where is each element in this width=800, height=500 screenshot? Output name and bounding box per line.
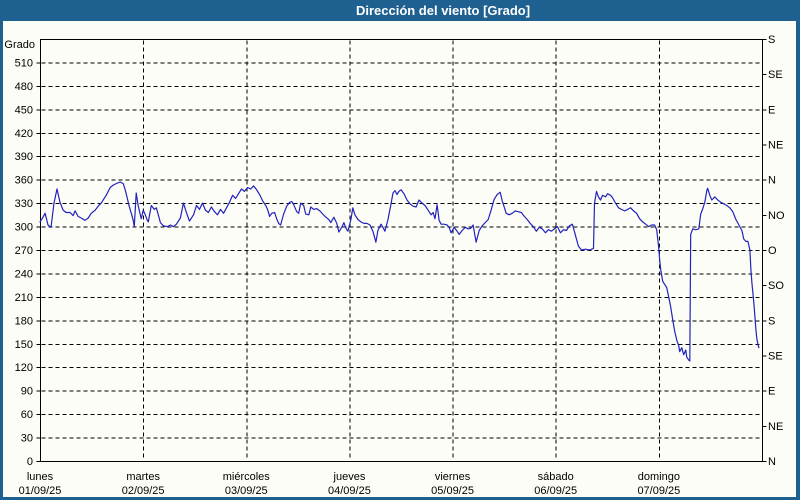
left-axis-label: 480	[15, 81, 33, 93]
axes	[36, 39, 767, 462]
right-axis-label: S	[768, 315, 775, 327]
x-axis-day-name: lunes	[27, 471, 54, 483]
right-axis-label: NO	[768, 210, 785, 222]
x-axis-day-date: 01/09/25	[19, 485, 62, 497]
window-titlebar: Dirección del viento [Grado]	[0, 0, 800, 21]
right-axis-label: SO	[768, 280, 784, 292]
left-axis-label: 420	[15, 128, 33, 140]
window-title: Dirección del viento [Grado]	[355, 3, 531, 18]
left-axis-label: 300	[15, 222, 33, 234]
axis-labels: Grado 0 30 60 90 120 150 180 210 240 270 300 330 360 3…	[4, 34, 785, 497]
right-axis-ticks	[762, 39, 767, 462]
right-axis-label: E	[768, 104, 775, 116]
wind-direction-line	[39, 181, 760, 362]
left-axis-label: 240	[15, 268, 33, 280]
left-axis-label: 390	[15, 151, 33, 163]
y-axis-title: Grado	[4, 39, 35, 51]
x-axis-day-date: 04/09/25	[328, 485, 371, 497]
x-axis-day-name: domingo	[638, 471, 680, 483]
x-axis-day-name: sábado	[538, 471, 574, 483]
right-axis-label: NE	[768, 140, 783, 152]
left-axis-label: 270	[15, 245, 33, 257]
left-axis-label: 330	[15, 198, 33, 210]
x-axis-day-name: martes	[126, 471, 160, 483]
left-axis-label: 120	[15, 362, 33, 374]
window-frame-left	[0, 21, 3, 500]
left-axis-label: 180	[15, 315, 33, 327]
vertical-gridlines	[143, 40, 660, 461]
x-axis-day-date: 06/09/25	[534, 485, 577, 497]
left-axis-label: 510	[15, 57, 33, 69]
x-axis-day-name: jueves	[333, 471, 366, 483]
x-axis-day-name: miércoles	[223, 471, 271, 483]
right-axis-label: E	[768, 386, 775, 398]
x-axis-day-date: 05/09/25	[431, 485, 474, 497]
x-axis-day-date: 02/09/25	[122, 485, 165, 497]
left-axis-label: 90	[21, 386, 33, 398]
right-axis-label: S	[768, 34, 775, 46]
left-axis-label: 0	[27, 456, 33, 468]
left-axis-label: 30	[21, 433, 33, 445]
left-axis-label: 150	[15, 339, 33, 351]
right-axis-label: NE	[768, 421, 783, 433]
x-axis-day-name: viernes	[435, 471, 471, 483]
right-axis-label: N	[768, 175, 776, 187]
right-axis-label: N	[768, 456, 776, 468]
chart-panel: Grado 0 30 60 90 120 150 180 210 240 270 300 330 360 3…	[0, 21, 800, 500]
right-axis-label: SE	[768, 69, 783, 81]
window-frame-bottom	[0, 497, 800, 500]
right-axis-label: SE	[768, 351, 783, 363]
x-axis-day-date: 03/09/25	[225, 485, 268, 497]
left-axis-label: 450	[15, 104, 33, 116]
window-frame-right	[796, 21, 800, 500]
right-axis-label: O	[768, 245, 777, 257]
left-axis-label: 360	[15, 175, 33, 187]
horizontal-gridlines	[41, 62, 762, 439]
left-axis-label: 210	[15, 292, 33, 304]
left-axis-label: 60	[21, 409, 33, 421]
left-axis-ticks	[36, 62, 41, 462]
x-axis-day-date: 07/09/25	[637, 485, 680, 497]
wind-direction-chart: Grado 0 30 60 90 120 150 180 210 240 270 300 330 360 3…	[4, 34, 785, 497]
